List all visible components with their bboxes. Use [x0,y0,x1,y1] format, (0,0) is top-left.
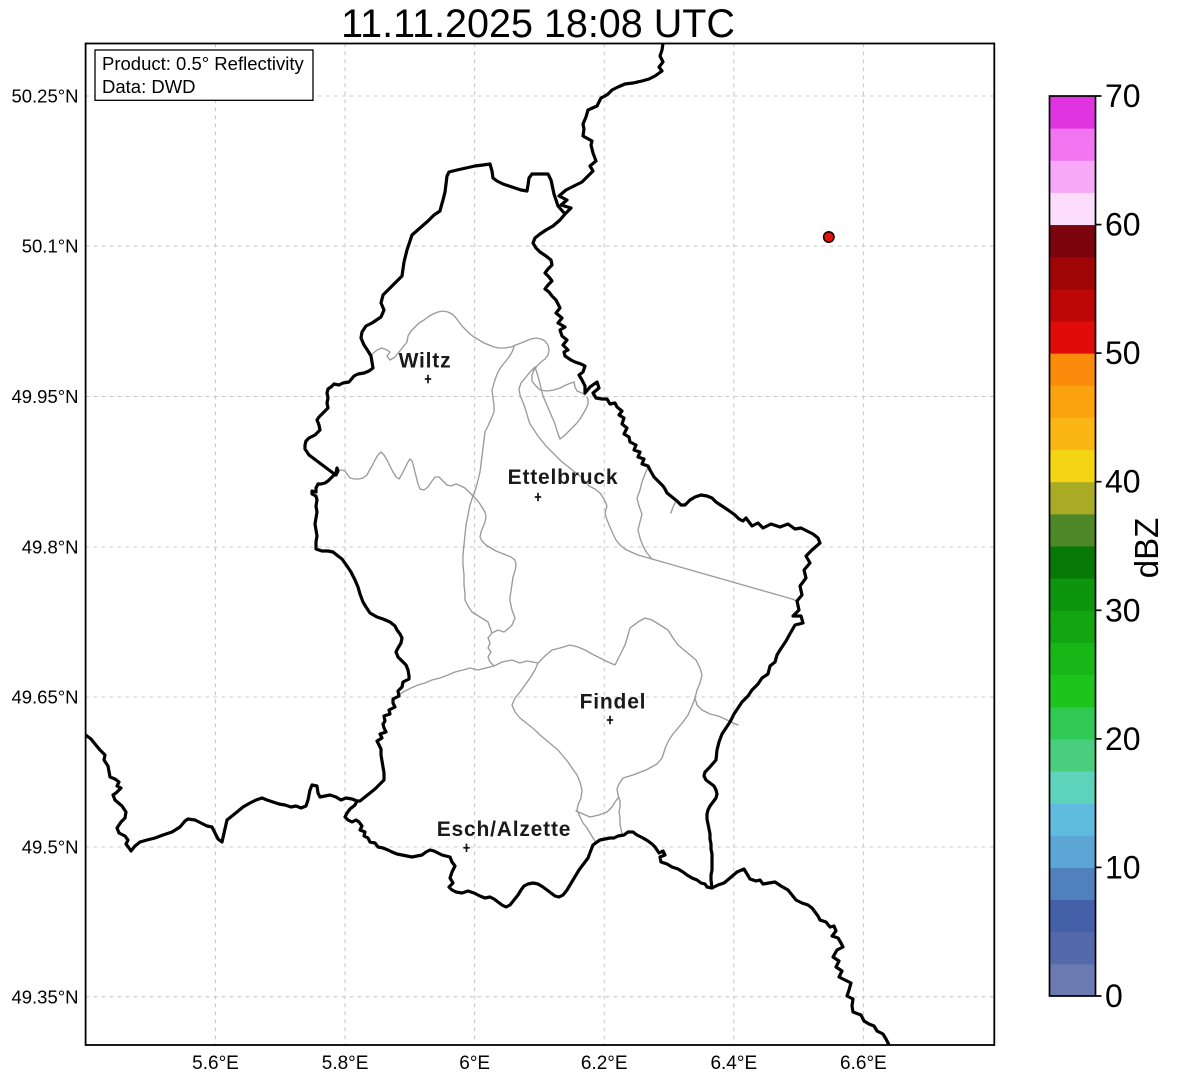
svg-text:dBZ: dBZ [1128,518,1165,579]
svg-text:60: 60 [1105,207,1141,243]
svg-text:5.6°E: 5.6°E [192,1053,239,1074]
svg-text:Findel: Findel [580,691,647,714]
svg-text:0: 0 [1105,978,1123,1014]
svg-text:70: 70 [1105,78,1141,114]
svg-text:5.8°E: 5.8°E [322,1053,369,1074]
svg-text:49.65°N: 49.65°N [11,687,78,708]
svg-text:6.4°E: 6.4°E [710,1053,757,1074]
svg-text:10: 10 [1105,849,1141,885]
svg-text:50: 50 [1105,335,1141,371]
svg-text:Wiltz: Wiltz [399,350,452,373]
svg-text:11.11.2025 18:08 UTC: 11.11.2025 18:08 UTC [341,2,735,46]
svg-text:49.8°N: 49.8°N [22,537,79,558]
svg-text:6.2°E: 6.2°E [581,1053,628,1074]
svg-text:Esch/Alzette: Esch/Alzette [437,818,571,841]
svg-text:Product: 0.5° Reflectivity: Product: 0.5° Reflectivity [102,53,304,74]
svg-text:49.95°N: 49.95°N [11,386,78,407]
svg-text:6.6°E: 6.6°E [840,1053,887,1074]
svg-text:30: 30 [1105,592,1141,628]
svg-text:49.35°N: 49.35°N [11,986,78,1007]
svg-text:49.5°N: 49.5°N [22,837,79,858]
svg-text:6°E: 6°E [459,1053,490,1074]
svg-text:50.25°N: 50.25°N [11,86,78,107]
svg-text:40: 40 [1105,464,1141,500]
svg-text:Data: DWD: Data: DWD [102,76,196,97]
svg-text:20: 20 [1105,721,1141,757]
svg-text:Ettelbruck: Ettelbruck [508,466,619,489]
svg-text:50.1°N: 50.1°N [22,236,79,257]
